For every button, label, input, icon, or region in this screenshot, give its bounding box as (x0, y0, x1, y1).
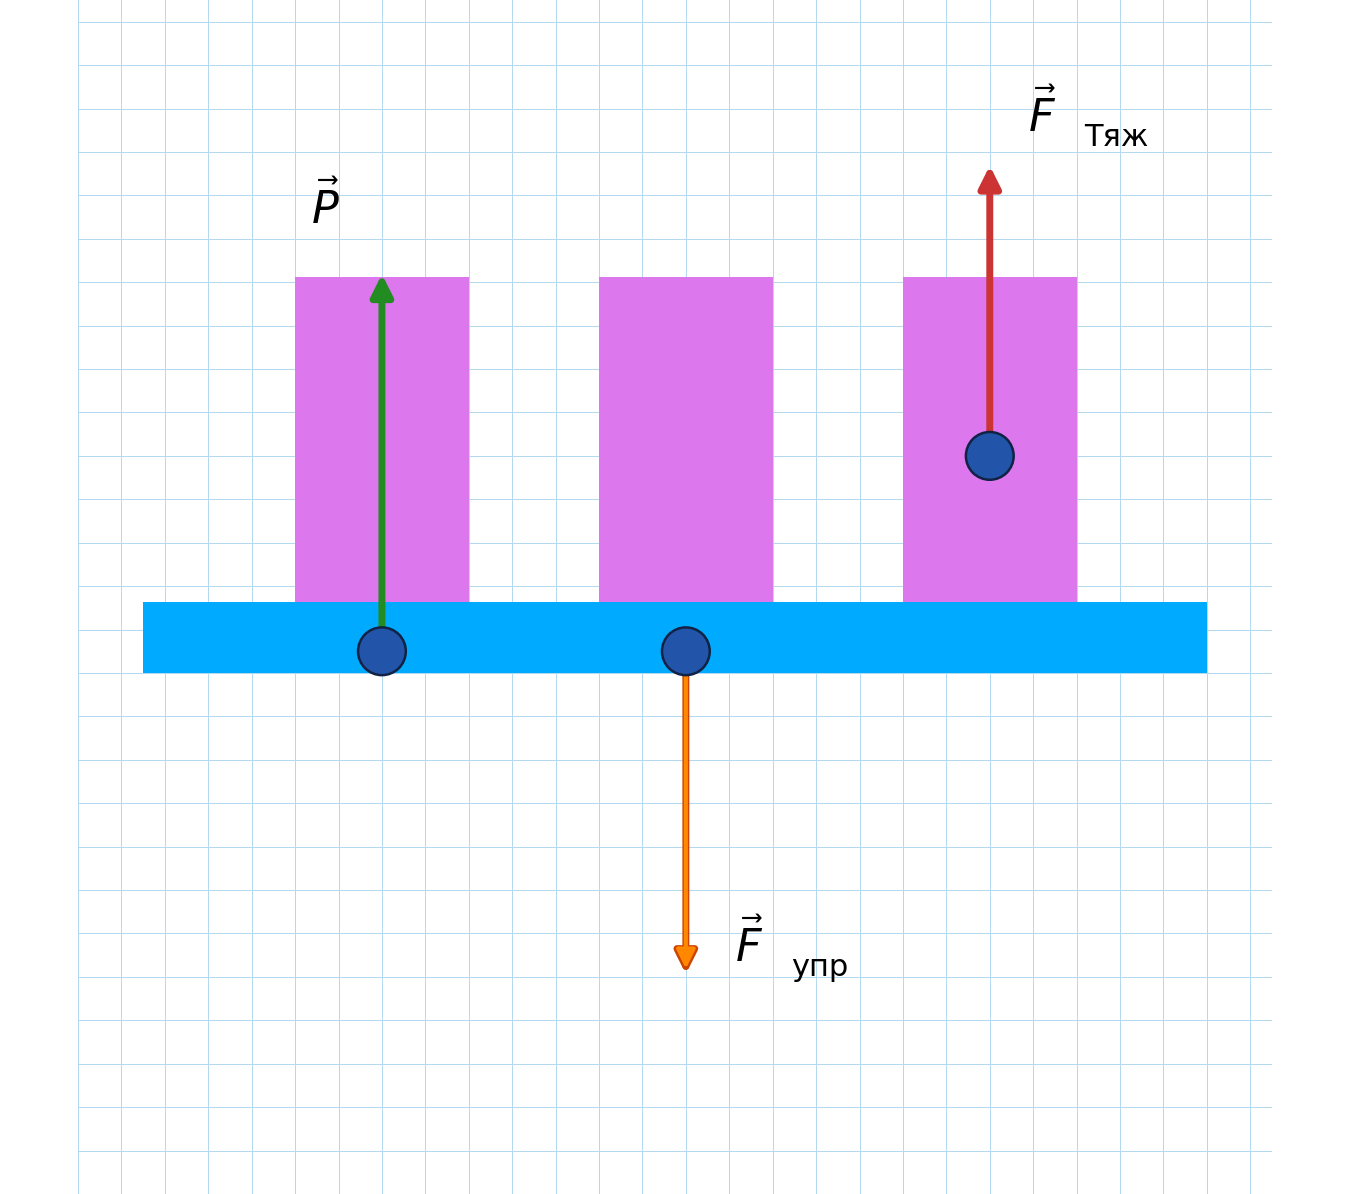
Bar (296, 277, 468, 603)
Text: упр: упр (791, 953, 848, 983)
Circle shape (358, 627, 406, 675)
Bar (599, 277, 772, 603)
Text: $\vec{P}$: $\vec{P}$ (312, 181, 340, 233)
Bar (143, 603, 1207, 673)
Bar (903, 277, 1076, 603)
Text: $\vec{F}$: $\vec{F}$ (1027, 90, 1056, 141)
Circle shape (965, 432, 1014, 480)
Text: $\vec{F}$: $\vec{F}$ (734, 921, 763, 972)
Circle shape (662, 627, 710, 675)
Text: Тяж: Тяж (1084, 123, 1149, 152)
